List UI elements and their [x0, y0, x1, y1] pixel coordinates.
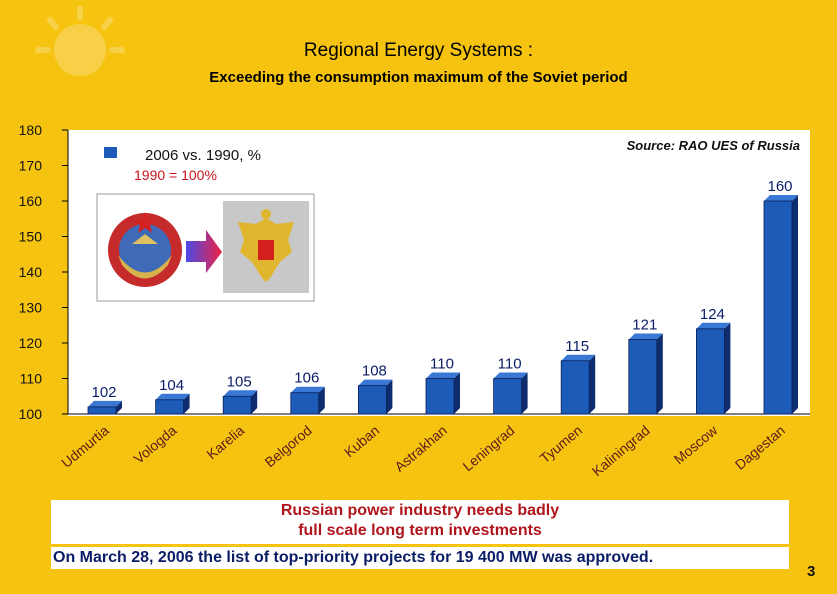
legend-label: 2006 vs. 1990, % — [145, 147, 261, 164]
bar-side — [724, 322, 731, 414]
slide-title: Regional Energy Systems : — [303, 40, 534, 61]
slide-subtitle: Exceeding the consumption maximum of the… — [209, 69, 628, 86]
bar — [87, 400, 122, 415]
bar — [357, 379, 393, 415]
sun-logo-icon — [35, 5, 125, 76]
y-tick-label: 100 — [19, 406, 43, 422]
bar — [763, 195, 798, 415]
bar-side — [454, 372, 460, 414]
category-label: Tyumen — [537, 422, 585, 466]
bar-top — [764, 195, 798, 201]
message-line-2: full scale long term investments — [298, 522, 542, 539]
bar-front — [425, 378, 455, 415]
bar-series: 102 104 105 106 108 110 110 115 121 124 160 — [87, 178, 798, 415]
y-tick-label: 160 — [19, 193, 43, 209]
y-tick-label: 180 — [19, 122, 43, 138]
bar-value-label: 110 — [498, 356, 522, 373]
bar — [493, 372, 528, 415]
category-label: Udmurtia — [58, 422, 112, 471]
bar — [560, 354, 596, 415]
bar-front — [493, 378, 523, 415]
y-tick-label: 170 — [19, 158, 43, 174]
bar-value-label: 105 — [227, 373, 252, 390]
message-line-1: Russian power industry needs badly — [280, 502, 560, 519]
bar-front — [696, 328, 725, 415]
bar-top — [696, 322, 731, 329]
bar-side — [792, 195, 798, 414]
bar-top — [493, 372, 528, 379]
bar-front — [560, 360, 590, 415]
bar-front — [290, 392, 320, 415]
source-note: Source: RAO UES of Russia — [627, 138, 800, 153]
bar-side — [251, 390, 258, 414]
bar-side — [318, 386, 325, 414]
bar — [628, 333, 663, 415]
bar-side — [656, 333, 663, 414]
bar-value-label: 108 — [362, 363, 387, 380]
y-tick-label: 120 — [19, 335, 43, 351]
emblem-panel — [96, 193, 315, 302]
bar-front — [357, 385, 387, 415]
bar-front — [222, 395, 252, 415]
bar-top — [155, 393, 190, 400]
bar-top — [561, 354, 596, 361]
category-label: Astrakhan — [391, 422, 450, 475]
y-tick-label: 110 — [20, 371, 43, 387]
bar-front — [87, 406, 117, 415]
bar-side — [521, 372, 528, 414]
message-box: Russian power industry needs badly full … — [51, 500, 789, 544]
bar-top — [628, 333, 663, 340]
bar — [222, 390, 258, 415]
legend-swatch — [104, 147, 117, 158]
soviet-emblem-icon — [108, 212, 182, 287]
bar-top — [88, 400, 122, 407]
y-tick-label: 140 — [19, 264, 43, 280]
category-label: Leningrad — [460, 422, 518, 474]
bar — [696, 322, 731, 415]
arrow-icon — [186, 230, 222, 273]
bar-top — [426, 372, 460, 379]
baseline-note: 1990 = 100% — [134, 167, 217, 183]
bar-front — [155, 399, 185, 415]
y-tick-label: 150 — [19, 229, 43, 245]
category-label: Vologda — [130, 422, 179, 467]
bar-value-label: 104 — [159, 377, 184, 394]
bar-front — [628, 339, 658, 415]
y-tick-label: 130 — [19, 300, 43, 316]
bar — [290, 386, 325, 415]
bar-side — [589, 354, 596, 414]
footer-note: On March 28, 2006 the list of top-priori… — [51, 547, 789, 569]
bar-value-label: 160 — [767, 178, 792, 195]
bar-side — [116, 400, 122, 414]
bar-side — [183, 393, 190, 414]
bar-value-label: 124 — [700, 306, 725, 323]
bar-value-label: 110 — [430, 356, 454, 373]
x-axis-labels: Udmurtia Vologda Karelia Belgorod Kuban Astra… — [58, 421, 788, 479]
bar-front — [763, 200, 793, 415]
category-label: Moscow — [671, 421, 721, 467]
category-label: Belgorod — [262, 422, 315, 470]
bar-value-label: 121 — [632, 316, 657, 333]
bar — [155, 393, 190, 415]
russian-emblem-icon — [223, 201, 309, 293]
bar — [425, 372, 460, 415]
bar-value-label: 102 — [91, 384, 116, 401]
bar-value-label: 115 — [565, 338, 589, 355]
bar-value-label: 106 — [294, 370, 319, 387]
page-number: 3 — [807, 563, 816, 580]
category-label: Karelia — [203, 422, 247, 462]
category-label: Kuban — [341, 422, 382, 460]
bar-side — [386, 379, 393, 414]
bar-top — [223, 390, 258, 397]
bar-top — [290, 386, 325, 393]
category-label: Dagestan — [732, 422, 788, 473]
category-label: Kaliningrad — [589, 422, 653, 479]
bar-top — [358, 379, 393, 386]
